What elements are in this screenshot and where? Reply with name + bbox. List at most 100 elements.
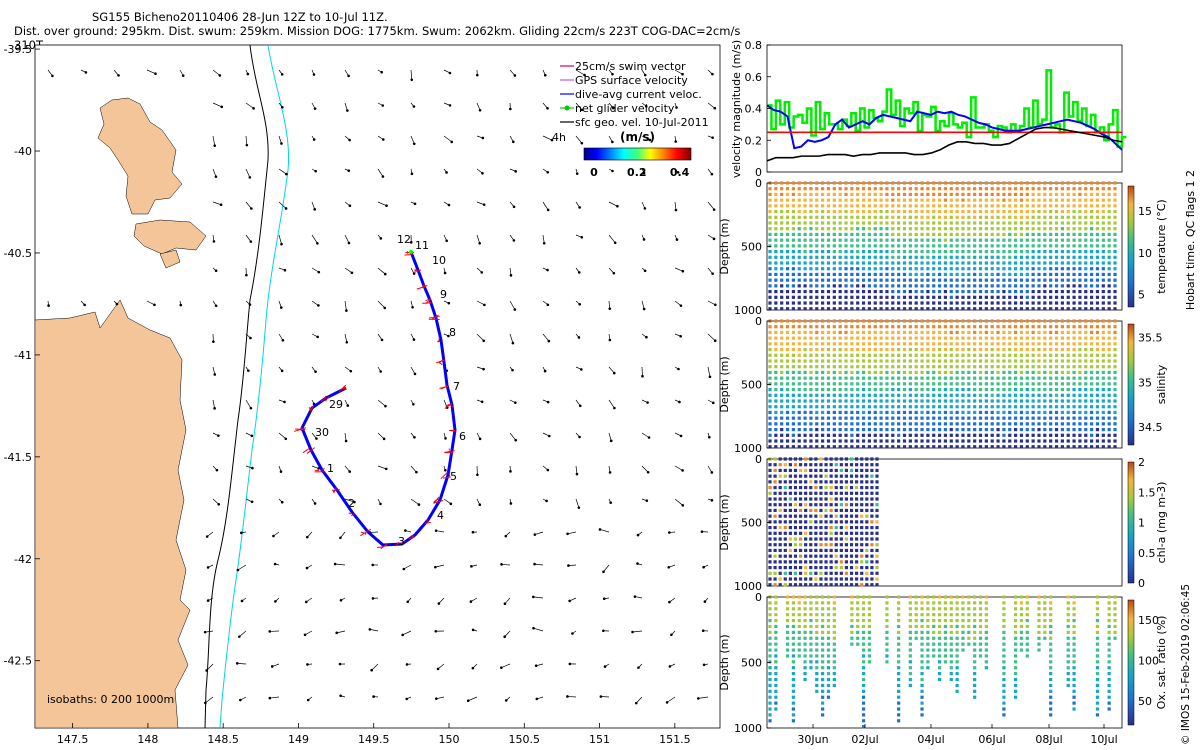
velocity-arrow-head bbox=[383, 272, 387, 276]
section-point bbox=[1002, 204, 1006, 208]
section-point bbox=[920, 181, 924, 185]
section-point bbox=[791, 427, 795, 432]
section-point bbox=[867, 255, 872, 259]
velocity-arrow-head bbox=[379, 370, 383, 373]
section-point bbox=[815, 672, 819, 676]
section-point bbox=[791, 399, 795, 403]
colorbar-tick-label: 34.5 bbox=[1138, 421, 1163, 434]
section-point bbox=[768, 654, 772, 658]
section-y-tick-label: 1000 bbox=[734, 442, 762, 455]
swim-vector bbox=[445, 403, 451, 407]
section-point bbox=[1090, 204, 1094, 208]
section-point bbox=[815, 618, 819, 623]
section-point bbox=[996, 422, 1000, 426]
section-point bbox=[978, 267, 983, 271]
velocity-arrow bbox=[436, 530, 445, 533]
velocity-arrow-head bbox=[509, 107, 512, 111]
section-point bbox=[815, 255, 819, 259]
section-point bbox=[897, 359, 901, 363]
section-point bbox=[978, 654, 983, 658]
velocity-arrow bbox=[206, 663, 214, 671]
section-point bbox=[797, 227, 801, 231]
velocity-arrow-head bbox=[645, 499, 649, 502]
section-point bbox=[1008, 295, 1012, 299]
section-point bbox=[943, 427, 948, 432]
section-point bbox=[920, 370, 924, 375]
section-point bbox=[821, 630, 825, 634]
velocity-arrow bbox=[443, 399, 448, 408]
velocity-arrow-head bbox=[217, 502, 221, 506]
section-point bbox=[1090, 192, 1094, 197]
velocity-arrow bbox=[212, 135, 216, 146]
section-point bbox=[1060, 405, 1064, 409]
section-point bbox=[1002, 336, 1006, 340]
section-point bbox=[774, 359, 778, 363]
section-point bbox=[832, 382, 836, 386]
section-point bbox=[821, 289, 825, 294]
section-point bbox=[926, 255, 930, 259]
section-point bbox=[1084, 359, 1088, 363]
section-point bbox=[791, 359, 795, 363]
section-point bbox=[1078, 278, 1082, 282]
section-point bbox=[897, 249, 901, 254]
section-point bbox=[955, 445, 959, 449]
section-point bbox=[870, 468, 874, 473]
section-point bbox=[1090, 238, 1094, 242]
section-point bbox=[774, 278, 778, 282]
section-point bbox=[1072, 595, 1076, 599]
section-point bbox=[860, 480, 864, 484]
section-point bbox=[768, 347, 772, 352]
section-point bbox=[902, 422, 907, 426]
section-point bbox=[785, 204, 790, 208]
section-point bbox=[1025, 654, 1029, 658]
section-point bbox=[1084, 319, 1088, 323]
section-point bbox=[908, 198, 912, 202]
section-point bbox=[1008, 325, 1012, 329]
section-point bbox=[984, 198, 988, 202]
section-point bbox=[829, 508, 833, 513]
section-point bbox=[879, 221, 883, 225]
section-point bbox=[908, 301, 912, 305]
section-point bbox=[897, 232, 901, 237]
section-point bbox=[1072, 405, 1076, 409]
section-point bbox=[1072, 376, 1076, 380]
section-point bbox=[937, 624, 942, 629]
section-point bbox=[1037, 642, 1041, 646]
velocity-arrow-head bbox=[47, 304, 50, 307]
section-point bbox=[870, 520, 874, 524]
section-point bbox=[1078, 405, 1082, 409]
section-point bbox=[875, 583, 879, 587]
section-point bbox=[815, 654, 819, 658]
section-point bbox=[821, 192, 825, 197]
section-point bbox=[873, 330, 877, 335]
section-point bbox=[1043, 445, 1047, 449]
section-point bbox=[879, 342, 883, 346]
velocity-arrow-head bbox=[181, 74, 185, 77]
section-point bbox=[783, 474, 787, 478]
section-point bbox=[809, 376, 813, 380]
section-point bbox=[791, 204, 795, 208]
section-point bbox=[778, 583, 782, 587]
track-day-label: 7 bbox=[453, 380, 460, 393]
section-point bbox=[955, 301, 959, 305]
section-point bbox=[926, 187, 930, 191]
section-point bbox=[829, 468, 833, 473]
velocity-arrow-head bbox=[204, 701, 207, 705]
section-point bbox=[865, 560, 869, 564]
section-point bbox=[838, 307, 842, 311]
section-point bbox=[797, 393, 801, 397]
section-point bbox=[850, 209, 854, 214]
section-point bbox=[1095, 347, 1100, 352]
section-point bbox=[978, 238, 983, 242]
section-point bbox=[891, 325, 895, 329]
velocity-arrow-head bbox=[317, 270, 321, 274]
section-point bbox=[1101, 416, 1105, 420]
section-point bbox=[990, 238, 994, 242]
section-point bbox=[926, 267, 930, 271]
section-point bbox=[1019, 187, 1024, 191]
section-point bbox=[891, 433, 895, 437]
section-point bbox=[773, 577, 777, 581]
section-point bbox=[844, 491, 849, 495]
section-point bbox=[908, 382, 912, 386]
